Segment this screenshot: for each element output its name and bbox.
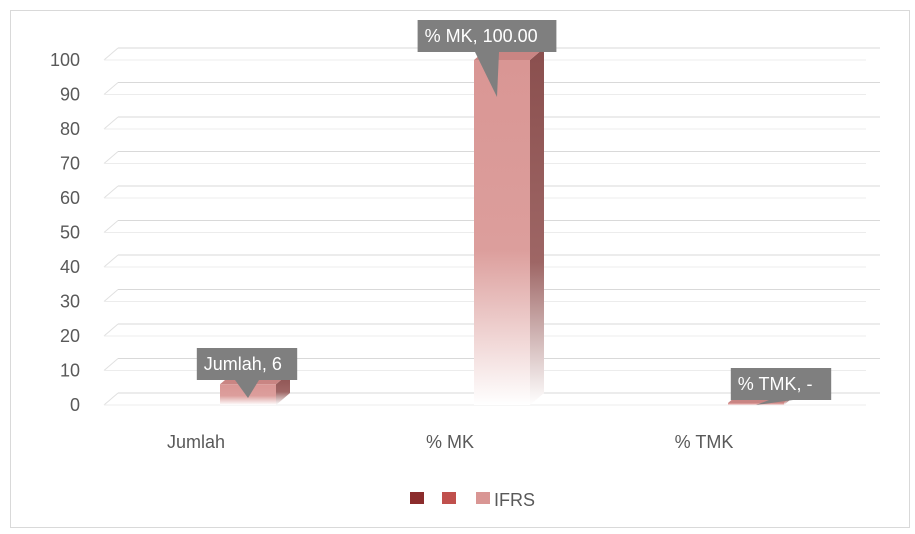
- y-tick-label: 50: [60, 223, 80, 243]
- bar-side: [530, 48, 544, 405]
- data-label-box: [417, 20, 557, 52]
- y-tick-label: 10: [60, 361, 80, 381]
- data-label-pointer: [756, 400, 793, 405]
- bar-side: [276, 372, 290, 405]
- x-category-label: % MK: [426, 432, 474, 452]
- y-tick-label: 0: [70, 395, 80, 415]
- gridline-depth: [103, 323, 119, 337]
- data-labels: Jumlah, 6 % MK, 100.00 % TMK, -: [196, 20, 832, 405]
- legend-swatch: [410, 492, 424, 504]
- legend-swatch: [442, 492, 456, 504]
- chart-frame: [10, 10, 910, 528]
- data-label-text: % MK, 100.00: [425, 26, 538, 46]
- y-tick-label: 90: [60, 85, 80, 105]
- legend-swatch: [476, 492, 490, 504]
- gridline-depth: [103, 151, 119, 164]
- gridline-depth: [103, 289, 119, 302]
- bars: [220, 48, 798, 405]
- gridline-depth: [103, 254, 119, 268]
- y-tick-label: 70: [60, 154, 80, 174]
- y-tick-label: 30: [60, 292, 80, 312]
- x-category-label: Jumlah: [167, 432, 225, 452]
- y-axis-ticks: 0 10 20 30 40 50 60 70 80 90 100: [50, 50, 80, 415]
- gridline-depth: [103, 185, 119, 199]
- y-tick-label: 40: [60, 257, 80, 277]
- y-tick-label: 100: [50, 50, 80, 70]
- gridline-depth: [103, 82, 119, 95]
- x-axis-categories: Jumlah % MK % TMK: [167, 432, 733, 452]
- bar-front: [474, 60, 530, 405]
- data-label-box: [196, 348, 298, 380]
- data-label-pointer: [475, 52, 499, 97]
- data-label-text: % TMK, -: [738, 374, 813, 394]
- y-tick-label: 60: [60, 188, 80, 208]
- y-tick-label: 80: [60, 119, 80, 139]
- data-label-text: Jumlah, 6: [204, 354, 282, 374]
- gridline-depth: [103, 220, 119, 233]
- legend-label: IFRS: [494, 490, 535, 510]
- data-label-pointer: [235, 380, 259, 398]
- bar-front: [728, 403, 784, 405]
- gridline-depth: [103, 47, 119, 61]
- data-label-box: [730, 368, 832, 400]
- y-tick-label: 20: [60, 326, 80, 346]
- x-category-label: % TMK: [675, 432, 734, 452]
- legend: IFRS: [410, 490, 535, 510]
- gridline-depth: [103, 116, 119, 130]
- gridline-depth: [103, 358, 119, 371]
- gridline-depth: [103, 392, 119, 406]
